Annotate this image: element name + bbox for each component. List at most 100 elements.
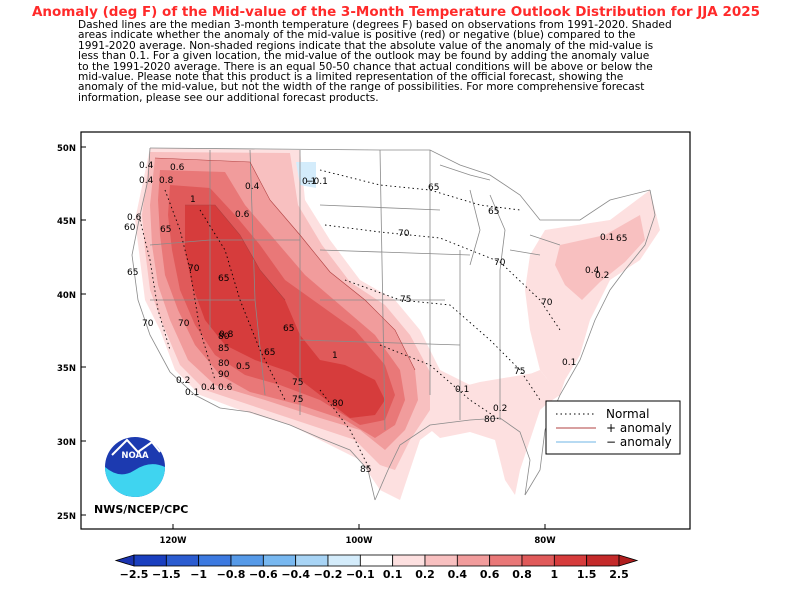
coastline-east bbox=[524, 189, 656, 496]
colorbar-swatch bbox=[165, 554, 200, 567]
contour-label-layer: 0.6 0.8 1 0.4 0.6 0.4 0.4 0.6 0.1 0.1 0.… bbox=[127, 161, 614, 414]
anomaly-shading bbox=[135, 148, 660, 500]
contour-label: 0.4 bbox=[585, 266, 600, 276]
isotherm-label: 80 bbox=[332, 399, 344, 409]
description-line: Dashed lines are the median 3-month temp… bbox=[78, 19, 672, 31]
credit-label: NWS/NCEP/CPC bbox=[94, 503, 188, 516]
colorbar-tick-label: −0.1 bbox=[346, 568, 375, 581]
isotherm-label: 65 bbox=[218, 274, 229, 284]
anomaly-contours bbox=[154, 157, 416, 371]
legend-normal-label: Normal bbox=[606, 407, 649, 421]
contour-label: −0.1 bbox=[306, 177, 328, 187]
border-mexico bbox=[219, 407, 376, 501]
colorbar-swatch bbox=[133, 554, 167, 567]
lat-label: 45N bbox=[57, 217, 76, 227]
colorbar-swatch bbox=[359, 554, 394, 567]
contour-label: 0.1 bbox=[185, 388, 199, 398]
description-line: less than 0.1. For a given location, the… bbox=[78, 50, 650, 63]
colorbar-swatch bbox=[198, 554, 232, 567]
lat-label: 50N bbox=[57, 144, 76, 154]
contour-label: 0.4 bbox=[139, 161, 154, 171]
isotherm-south bbox=[319, 389, 371, 471]
contour-label: 0.4 bbox=[139, 176, 154, 186]
isotherm-label: 75 bbox=[400, 295, 411, 305]
isotherm-label: 65 bbox=[127, 268, 138, 278]
isotherm-label: 80 bbox=[218, 332, 230, 342]
colorbar-left-arrow bbox=[114, 554, 135, 567]
isotherm-label: 70 bbox=[178, 319, 190, 329]
legend-minus-label: − anomaly bbox=[606, 435, 672, 449]
colorbar-tick-label: 2.5 bbox=[609, 568, 629, 581]
longitude-axis: 120W 100W 80W bbox=[159, 536, 556, 546]
description-line: information, please see our additional f… bbox=[78, 91, 379, 104]
colorbar-swatch bbox=[230, 554, 264, 567]
contour-label: 0.1 bbox=[600, 233, 614, 243]
isotherm-label: 70 bbox=[188, 264, 200, 274]
colorbar-right-arrow bbox=[618, 554, 639, 567]
coastline-west bbox=[131, 147, 221, 409]
lat-label: 40N bbox=[57, 291, 76, 301]
lon-label: 80W bbox=[534, 536, 556, 546]
colorbar-swatch bbox=[424, 554, 458, 567]
geographic-boundaries bbox=[131, 147, 656, 501]
contour-label: 0.4 bbox=[201, 383, 216, 393]
colorbar-tick-label: −1 bbox=[190, 568, 207, 581]
noaa-logo-text: NOAA bbox=[121, 451, 149, 461]
isotherm-label: 70 bbox=[494, 258, 506, 268]
contour-label: 0.6 bbox=[235, 210, 250, 220]
colorbar-tick-label: 0.2 bbox=[415, 568, 435, 581]
isotherm-65-north bbox=[319, 169, 521, 211]
lon-label: 100W bbox=[345, 536, 373, 546]
colorbar-tick-label: 0.1 bbox=[383, 568, 403, 581]
great-lakes bbox=[439, 164, 561, 271]
colorbar-tick-label: 0.6 bbox=[480, 568, 500, 581]
colorbar-tick-label: 0.8 bbox=[512, 568, 532, 581]
isotherm-west-3 bbox=[139, 219, 171, 351]
lat-label: 25N bbox=[57, 512, 76, 522]
anomaly-area-0.2-gulf bbox=[425, 372, 560, 495]
isotherm-70 bbox=[324, 224, 561, 331]
contour-label: 0.6 bbox=[170, 163, 185, 173]
coastline-gulf bbox=[374, 417, 531, 501]
colorbar-tick-label: −1.5 bbox=[152, 568, 181, 581]
contour-label: 0.1 bbox=[302, 177, 316, 187]
isotherm-label: 70 bbox=[541, 298, 553, 308]
colorbar-tick-label: −2.5 bbox=[120, 568, 149, 581]
colorbar-tick-label: 0.4 bbox=[448, 568, 468, 581]
isotherm-label: 65 bbox=[488, 207, 499, 217]
isotherm-label: 65 bbox=[283, 324, 294, 334]
colorbar-swatch bbox=[327, 554, 361, 567]
description-line: anomaly of the mid-value, but not the wi… bbox=[78, 81, 645, 94]
isotherm-label: 65 bbox=[428, 183, 439, 193]
colorbar-swatch bbox=[295, 554, 329, 567]
isotherm-label: 65 bbox=[616, 234, 627, 244]
isotherm-label: 75 bbox=[292, 395, 303, 405]
isotherm-label: 80 bbox=[484, 415, 496, 425]
colorbar-swatch bbox=[489, 554, 523, 567]
map-content bbox=[131, 147, 660, 501]
lat-label: 30N bbox=[57, 438, 76, 448]
colorbar-swatch bbox=[553, 554, 588, 567]
contour-label: 1 bbox=[190, 195, 196, 205]
isotherm-label-layer: 65 65 70 70 75 70 75 80 80 85 90 75 80 8… bbox=[124, 183, 627, 475]
normal-isotherms bbox=[139, 169, 561, 471]
colorbar-tick-label: −0.4 bbox=[281, 568, 310, 581]
contour-label: 0.2 bbox=[176, 376, 190, 386]
isotherm-label: 75 bbox=[292, 378, 303, 388]
contour-label: 0.8 bbox=[159, 176, 174, 186]
noaa-logo-gull bbox=[111, 438, 161, 456]
colorbar-swatch bbox=[456, 554, 491, 567]
isotherm-label: 90 bbox=[218, 370, 230, 380]
border-canada bbox=[149, 147, 651, 221]
anomaly-area-0.4-east bbox=[555, 215, 645, 300]
lon-label: 120W bbox=[159, 536, 187, 546]
contour-label: 0.1 bbox=[562, 358, 576, 368]
anomaly-area-minus-0.1 bbox=[296, 162, 316, 188]
map-description: Dashed lines are the median 3-month temp… bbox=[78, 19, 718, 104]
colorbar-swatch bbox=[262, 554, 297, 567]
isotherm-label: 60 bbox=[124, 223, 136, 233]
anomaly-area-1-west bbox=[185, 205, 385, 418]
colorbar-tick-label: 1.5 bbox=[577, 568, 597, 581]
contour-label: 0.2 bbox=[493, 404, 507, 414]
